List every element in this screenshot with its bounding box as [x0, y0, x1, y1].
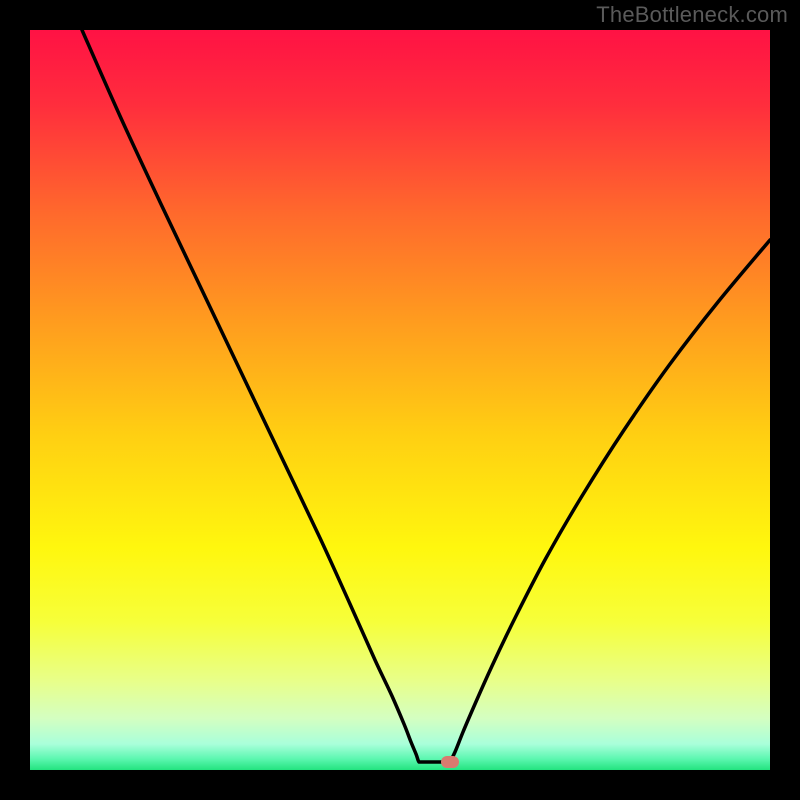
optimal-point-marker	[441, 756, 459, 768]
watermark-text: TheBottleneck.com	[596, 2, 788, 28]
chart-container: TheBottleneck.com	[0, 0, 800, 800]
plot-area	[30, 30, 770, 770]
bottleneck-curve	[30, 30, 770, 770]
